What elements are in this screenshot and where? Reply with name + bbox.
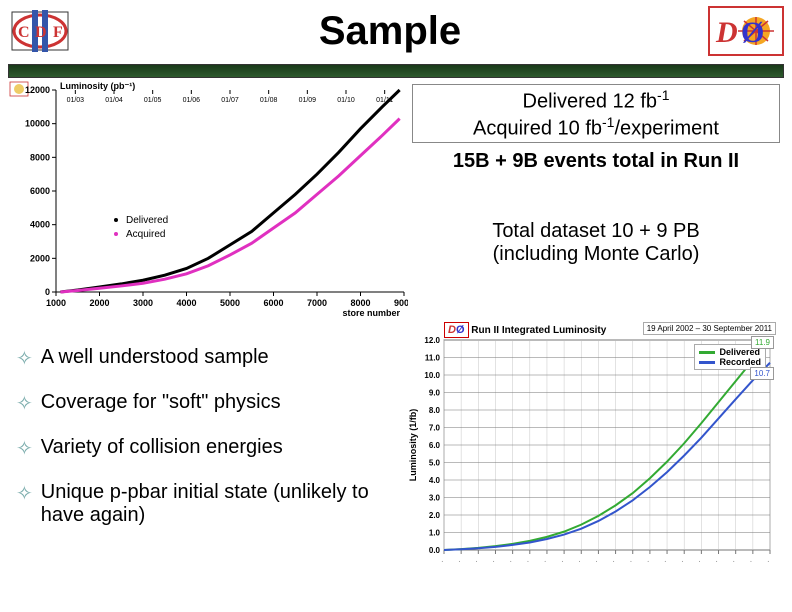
svg-text:01/08: 01/08 (260, 97, 278, 104)
header-divider (8, 64, 784, 78)
svg-text:6.0: 6.0 (429, 441, 441, 450)
luminosity-vs-store-chart: Luminosity (pb⁻¹)02000400060008000100001… (8, 80, 408, 320)
svg-text:Delivered: Delivered (126, 215, 168, 226)
svg-text:Luminosity (pb⁻¹): Luminosity (pb⁻¹) (60, 81, 135, 91)
delivered-text: Delivered 12 fb (523, 91, 658, 113)
svg-text:6000: 6000 (263, 298, 283, 308)
chart-title: DØ Run II Integrated Luminosity (444, 322, 606, 338)
svg-text:11.0: 11.0 (425, 354, 441, 363)
svg-text:·: · (474, 559, 479, 565)
svg-text:3000: 3000 (133, 298, 153, 308)
svg-text:8000: 8000 (350, 298, 370, 308)
recorded-badge: 10.7 (750, 367, 774, 380)
svg-text:2000: 2000 (30, 253, 50, 263)
svg-text:·: · (611, 559, 616, 565)
svg-text:9000: 9000 (394, 298, 408, 308)
svg-text:12.0: 12.0 (424, 336, 440, 345)
svg-text:·: · (526, 559, 531, 565)
chart-date-range: 19 April 2002 – 30 September 2011 (643, 322, 776, 335)
svg-text:7.0: 7.0 (429, 424, 441, 433)
svg-text:5000: 5000 (220, 298, 240, 308)
bullet-icon: ✧ (16, 391, 33, 416)
svg-text:01/03: 01/03 (67, 97, 85, 104)
svg-text:·: · (680, 559, 685, 565)
svg-text:6000: 6000 (30, 186, 50, 196)
svg-text:2000: 2000 (89, 298, 109, 308)
svg-text:7000: 7000 (307, 298, 327, 308)
svg-text:01/05: 01/05 (144, 97, 162, 104)
svg-text:·: · (714, 559, 719, 565)
svg-text:·: · (663, 559, 668, 565)
svg-text:·: · (732, 559, 737, 565)
svg-text:·: · (560, 559, 565, 565)
svg-text:9.0: 9.0 (429, 389, 441, 398)
svg-text:10000: 10000 (25, 119, 50, 129)
svg-text:01/10: 01/10 (337, 97, 355, 104)
svg-text:F: F (53, 24, 63, 41)
svg-text:·: · (749, 559, 754, 565)
header: C D F Sample D Ø (0, 0, 792, 62)
svg-text:8000: 8000 (30, 152, 50, 162)
bullet-item: ✧Unique p-pbar initial state (unlikely t… (16, 481, 396, 527)
svg-text:·: · (697, 559, 702, 565)
svg-text:C: C (18, 24, 30, 41)
bullet-icon: ✧ (16, 436, 33, 461)
svg-text:D: D (35, 24, 47, 41)
svg-text:·: · (577, 559, 582, 565)
bullet-item: ✧Coverage for "soft" physics (16, 391, 396, 416)
delivered-acquired-summary: Delivered 12 fb-1 Acquired 10 fb-1/exper… (412, 84, 780, 143)
bullet-icon: ✧ (16, 346, 33, 371)
svg-text:01/04: 01/04 (105, 97, 123, 104)
svg-text:Luminosity (1/fb): Luminosity (1/fb) (408, 409, 418, 482)
svg-text:1000: 1000 (46, 298, 66, 308)
svg-text:0.0: 0.0 (429, 546, 441, 555)
acquired-text: Acquired 10 fb (473, 117, 602, 139)
svg-text:10.0: 10.0 (424, 371, 440, 380)
d0-logo-icon: D Ø (708, 6, 784, 56)
svg-text:·: · (491, 559, 496, 565)
svg-text:store number: store number (342, 308, 400, 318)
svg-text:3.0: 3.0 (429, 494, 441, 503)
svg-text:4000: 4000 (30, 220, 50, 230)
svg-text:D: D (715, 16, 738, 49)
page-title: Sample (72, 9, 708, 54)
svg-text:01/06: 01/06 (183, 97, 201, 104)
bullet-list: ✧A well understood sample ✧Coverage for … (16, 346, 396, 547)
dataset-total: Total dataset 10 + 9 PB (including Monte… (412, 220, 780, 266)
svg-text:01/09: 01/09 (299, 97, 317, 104)
events-total: 15B + 9B events total in Run II (412, 150, 780, 173)
svg-text:·: · (594, 559, 599, 565)
bullet-item: ✧Variety of collision energies (16, 436, 396, 461)
cdf-logo-icon: C D F (8, 4, 72, 58)
svg-text:01/07: 01/07 (221, 97, 239, 104)
svg-text:·: · (509, 559, 514, 565)
svg-text:2.0: 2.0 (429, 511, 441, 520)
bullet-item: ✧A well understood sample (16, 346, 396, 371)
svg-text:8.0: 8.0 (429, 406, 441, 415)
svg-text:4000: 4000 (176, 298, 196, 308)
svg-text:·: · (543, 559, 548, 565)
svg-text:0: 0 (45, 287, 50, 297)
svg-text:·: · (766, 559, 771, 565)
svg-text:12000: 12000 (25, 85, 50, 95)
delivered-badge: 11.9 (751, 336, 774, 349)
svg-text:Ø: Ø (741, 16, 764, 49)
svg-text:·: · (440, 559, 445, 565)
integrated-luminosity-chart: DØ Run II Integrated Luminosity 19 April… (404, 318, 780, 576)
svg-text:·: · (646, 559, 651, 565)
svg-text:5.0: 5.0 (429, 459, 441, 468)
svg-text:·: · (629, 559, 634, 565)
svg-text:·: · (457, 559, 462, 565)
mini-d0-logo-icon: DØ (444, 322, 469, 338)
svg-text:1.0: 1.0 (429, 529, 441, 538)
bullet-icon: ✧ (16, 481, 33, 506)
svg-text:Acquired: Acquired (126, 229, 165, 240)
svg-text:4.0: 4.0 (429, 476, 441, 485)
